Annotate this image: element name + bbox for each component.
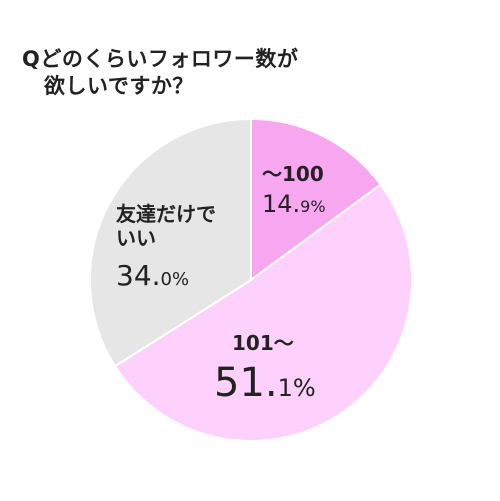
slice-value-over-101-int: 51. (214, 360, 278, 406)
slice-label-group-under-100: 〜100 14.9% (262, 162, 326, 218)
slice-value-friends-only-int: 34. (116, 259, 161, 292)
slice-label-group-over-101: 101〜 51.1% (214, 331, 316, 406)
pie-slice-over-101 (113, 183, 413, 442)
slice-value-over-101-dec: 1% (278, 374, 316, 402)
chart-title-line2: 欲しいですか？ (44, 74, 194, 98)
slice-value-friends-only-dec: 0% (161, 269, 190, 290)
chart-title-line1: Qどのくらいフォロワー数が (22, 47, 299, 71)
slice-label-group-friends-only: 友達だけで いい 34.0% (116, 202, 216, 292)
chart-title: Qどのくらいフォロワー数が 欲しいですか？ (22, 46, 298, 100)
slice-label-friends-only-line2: いい (116, 226, 156, 250)
pie-slices (89, 117, 413, 442)
slice-label-friends-only-line1: 友達だけで (116, 202, 216, 226)
pie-slice-under-100 (250, 117, 383, 282)
slice-value-under-100-int: 14. (262, 190, 300, 218)
slice-value-under-100: 14.9% (262, 190, 326, 218)
slice-label-under-100: 〜100 (262, 162, 324, 186)
slice-value-under-100-dec: 9% (300, 197, 325, 216)
pie-slice-friends-only (89, 117, 252, 368)
slice-value-friends-only: 34.0% (116, 259, 189, 292)
slice-value-over-101: 51.1% (214, 360, 316, 406)
slice-label-over-101: 101〜 (232, 331, 294, 355)
